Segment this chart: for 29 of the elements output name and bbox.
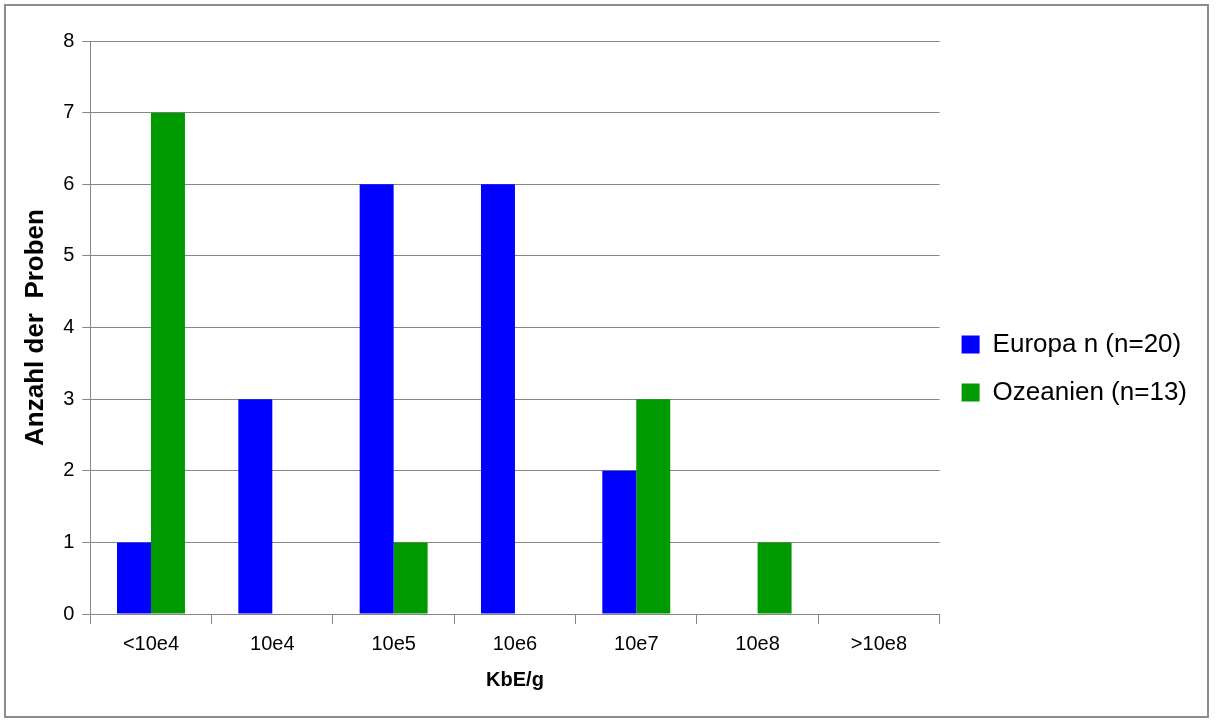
x-axis-title: KbE/g: [486, 667, 544, 690]
y-tick-label: 8: [63, 28, 75, 51]
bar: [238, 399, 273, 614]
y-tick-label: 5: [63, 243, 75, 266]
y-tick-label: 4: [63, 315, 75, 338]
legend-label: Ozeanien (n=13): [992, 375, 1187, 406]
x-tick-label: 10e6: [492, 631, 538, 654]
bar: [636, 399, 671, 614]
y-tick-label: 2: [63, 458, 75, 481]
bar: [117, 542, 151, 614]
x-tick-label: 10e7: [614, 631, 659, 654]
y-tick-label: 1: [63, 529, 75, 552]
y-tick-label: 0: [63, 601, 75, 624]
y-tick-label: 6: [63, 171, 75, 194]
x-tick-label: 10e8: [735, 631, 780, 654]
x-tick-label: >10e8: [850, 631, 908, 654]
bar: [480, 184, 515, 614]
y-axis-title: Anzahl der Proben: [18, 209, 49, 446]
x-tick-label: 10e4: [250, 631, 295, 654]
bar: [393, 542, 428, 614]
bar: [757, 542, 792, 614]
legend-label: Europa n (n=20): [992, 327, 1182, 358]
bar: [359, 184, 394, 614]
bar: [602, 470, 637, 614]
y-tick-label: 7: [63, 100, 75, 123]
bar: [150, 112, 185, 614]
x-tick-label: 10e5: [371, 631, 416, 654]
x-tick-label: <10e4: [122, 631, 180, 654]
y-tick-label: 3: [63, 386, 75, 409]
